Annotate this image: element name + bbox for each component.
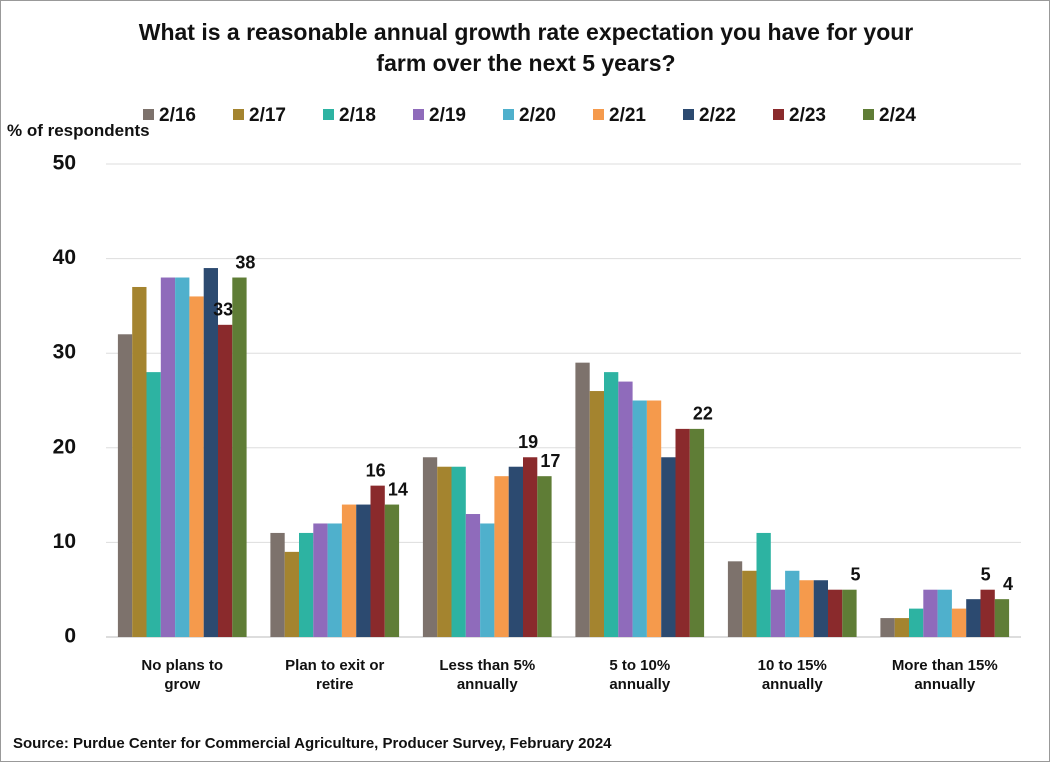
data-label: 33 — [213, 300, 233, 320]
bar — [523, 457, 538, 637]
bar — [370, 485, 385, 637]
bar — [727, 561, 743, 637]
bar — [813, 580, 828, 637]
bar — [632, 400, 647, 637]
y-tick-label: 20 — [53, 435, 76, 458]
chart-title: What is a reasonable annual growth rate … — [138, 19, 914, 76]
bar — [689, 428, 705, 637]
bar — [951, 608, 967, 637]
bar — [451, 466, 466, 637]
bar — [465, 514, 481, 637]
data-label: 5 — [981, 564, 991, 584]
bar — [661, 457, 676, 637]
bar — [508, 466, 523, 637]
bar — [132, 286, 147, 637]
x-tick-label: More than 15% annually — [891, 657, 998, 693]
data-label: 38 — [235, 252, 255, 272]
bar — [770, 589, 786, 637]
y-axis-label: % of respondents — [7, 121, 150, 140]
legend-swatch — [593, 109, 604, 120]
bar — [742, 570, 757, 637]
bar — [537, 476, 552, 637]
legend-label: 2/17 — [249, 105, 286, 126]
bar — [299, 532, 314, 637]
bar — [880, 618, 895, 637]
x-tick-label: 5 to 10% annually — [609, 657, 671, 693]
bar — [994, 599, 1010, 637]
bar — [494, 476, 509, 637]
bar — [327, 523, 342, 637]
bar — [480, 523, 495, 637]
legend-swatch — [503, 109, 514, 120]
legend-swatch — [323, 109, 334, 120]
bar — [117, 334, 133, 637]
legend-swatch — [233, 109, 244, 120]
legend-swatch — [143, 109, 154, 120]
legend-label: 2/22 — [699, 105, 736, 126]
bar — [313, 523, 328, 637]
data-label: 17 — [540, 451, 560, 471]
legend-swatch — [773, 109, 784, 120]
bar — [675, 428, 690, 637]
bar — [160, 277, 176, 637]
y-tick-label: 0 — [64, 625, 76, 648]
bar — [966, 599, 981, 637]
bar — [618, 381, 633, 637]
bar — [189, 296, 204, 637]
y-tick-label: 40 — [53, 246, 76, 269]
bar — [799, 580, 814, 637]
data-label: 4 — [1003, 574, 1013, 594]
data-label: 5 — [850, 564, 860, 584]
y-tick-label: 30 — [53, 341, 76, 364]
bar — [589, 391, 604, 637]
bar — [203, 268, 218, 637]
bar — [384, 504, 400, 637]
bar — [356, 504, 371, 637]
legend-label: 2/20 — [519, 105, 556, 126]
bar — [980, 589, 995, 637]
data-label: 22 — [693, 404, 713, 424]
bar — [909, 608, 924, 637]
bar — [146, 372, 161, 637]
bar — [923, 589, 938, 637]
bar — [756, 532, 771, 637]
bar — [646, 400, 662, 637]
legend-swatch — [413, 109, 424, 120]
bar — [218, 324, 233, 637]
bar — [894, 618, 909, 637]
bar — [232, 277, 247, 637]
bar — [341, 504, 357, 637]
x-tick-label: Less than 5% annually — [439, 657, 536, 693]
x-tick-label: Plan to exit or retire — [285, 657, 385, 693]
y-tick-label: 10 — [53, 530, 76, 553]
legend-label: 2/16 — [159, 105, 196, 126]
bar — [785, 570, 800, 637]
legend-swatch — [863, 109, 874, 120]
bar — [270, 532, 285, 637]
bar — [284, 551, 299, 637]
bar — [422, 457, 438, 637]
bar — [437, 466, 452, 637]
bar — [575, 362, 590, 637]
x-tick-label: No plans to grow — [141, 657, 224, 693]
y-tick-label: 50 — [53, 152, 76, 175]
legend-label: 2/21 — [609, 105, 646, 126]
bar — [842, 589, 857, 637]
data-label: 14 — [388, 479, 408, 499]
bar — [175, 277, 190, 637]
bar — [604, 372, 619, 637]
bar — [828, 589, 843, 637]
legend-label: 2/24 — [879, 105, 916, 126]
source-note: Source: Purdue Center for Commercial Agr… — [13, 735, 612, 752]
data-label: 19 — [518, 432, 538, 452]
legend-label: 2/19 — [429, 105, 466, 126]
legend-label: 2/23 — [789, 105, 826, 126]
data-label: 16 — [366, 460, 386, 480]
x-tick-label: 10 to 15% annually — [757, 657, 827, 693]
bar — [937, 589, 952, 637]
legend-swatch — [683, 109, 694, 120]
legend-label: 2/18 — [339, 105, 376, 126]
